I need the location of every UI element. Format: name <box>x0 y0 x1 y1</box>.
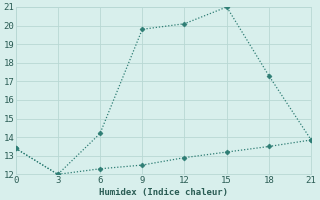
X-axis label: Humidex (Indice chaleur): Humidex (Indice chaleur) <box>99 188 228 197</box>
